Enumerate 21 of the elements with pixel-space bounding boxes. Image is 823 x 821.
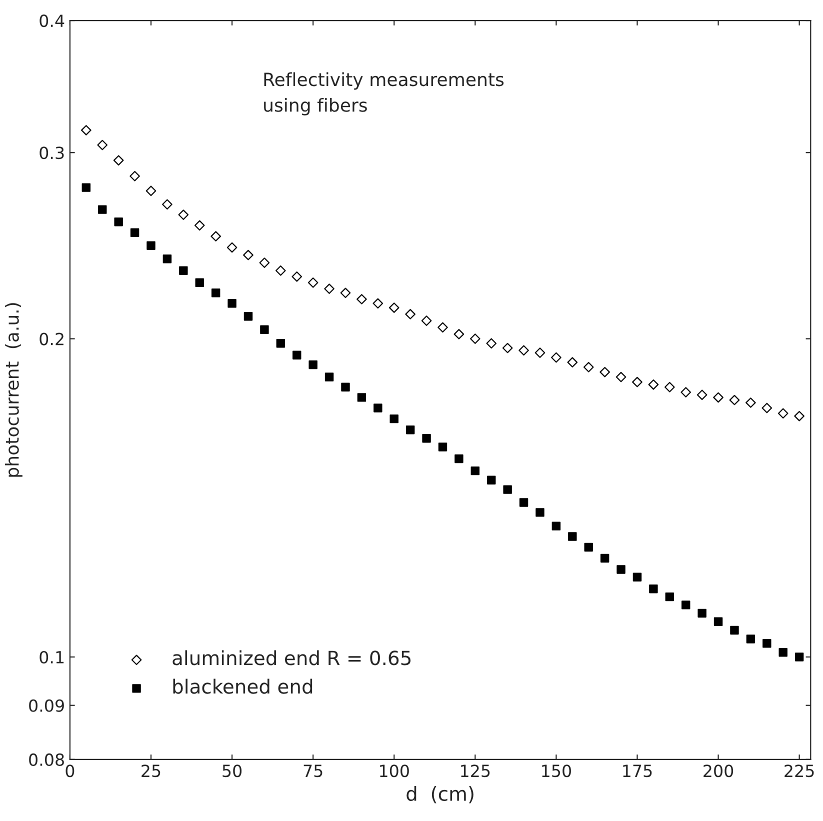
x-tick-label: 125 [461, 764, 490, 778]
y-axis-title: photocurrent (a.u.) [4, 303, 22, 477]
x-tick-label: 175 [623, 764, 652, 778]
x-tick-label: 150 [542, 764, 571, 778]
x-tick-label: 100 [380, 764, 409, 778]
x-axis-title: d (cm) [406, 786, 474, 804]
y-tick-label: 0.1 [40, 650, 64, 664]
y-tick-label: 0.3 [40, 146, 64, 160]
x-tick-label: 200 [704, 764, 734, 778]
x-tick-label: 75 [304, 764, 322, 778]
x-tick-label: 225 [784, 764, 814, 778]
y-tick-label: 0.2 [40, 332, 64, 346]
x-tick-label: 0 [66, 764, 74, 778]
legend-label: aluminized end R = 0.65 [172, 650, 410, 666]
annotation: Reflectivity measurements using fibers [264, 72, 504, 116]
y-tick-label: 0.09 [29, 699, 64, 712]
x-tick-label: 50 [222, 764, 242, 778]
y-tick-label: 0.08 [29, 753, 64, 766]
x-tick-label: 25 [142, 764, 160, 778]
legend-label: blackened end [173, 678, 312, 694]
y-tick-label: 0.4 [40, 14, 64, 28]
